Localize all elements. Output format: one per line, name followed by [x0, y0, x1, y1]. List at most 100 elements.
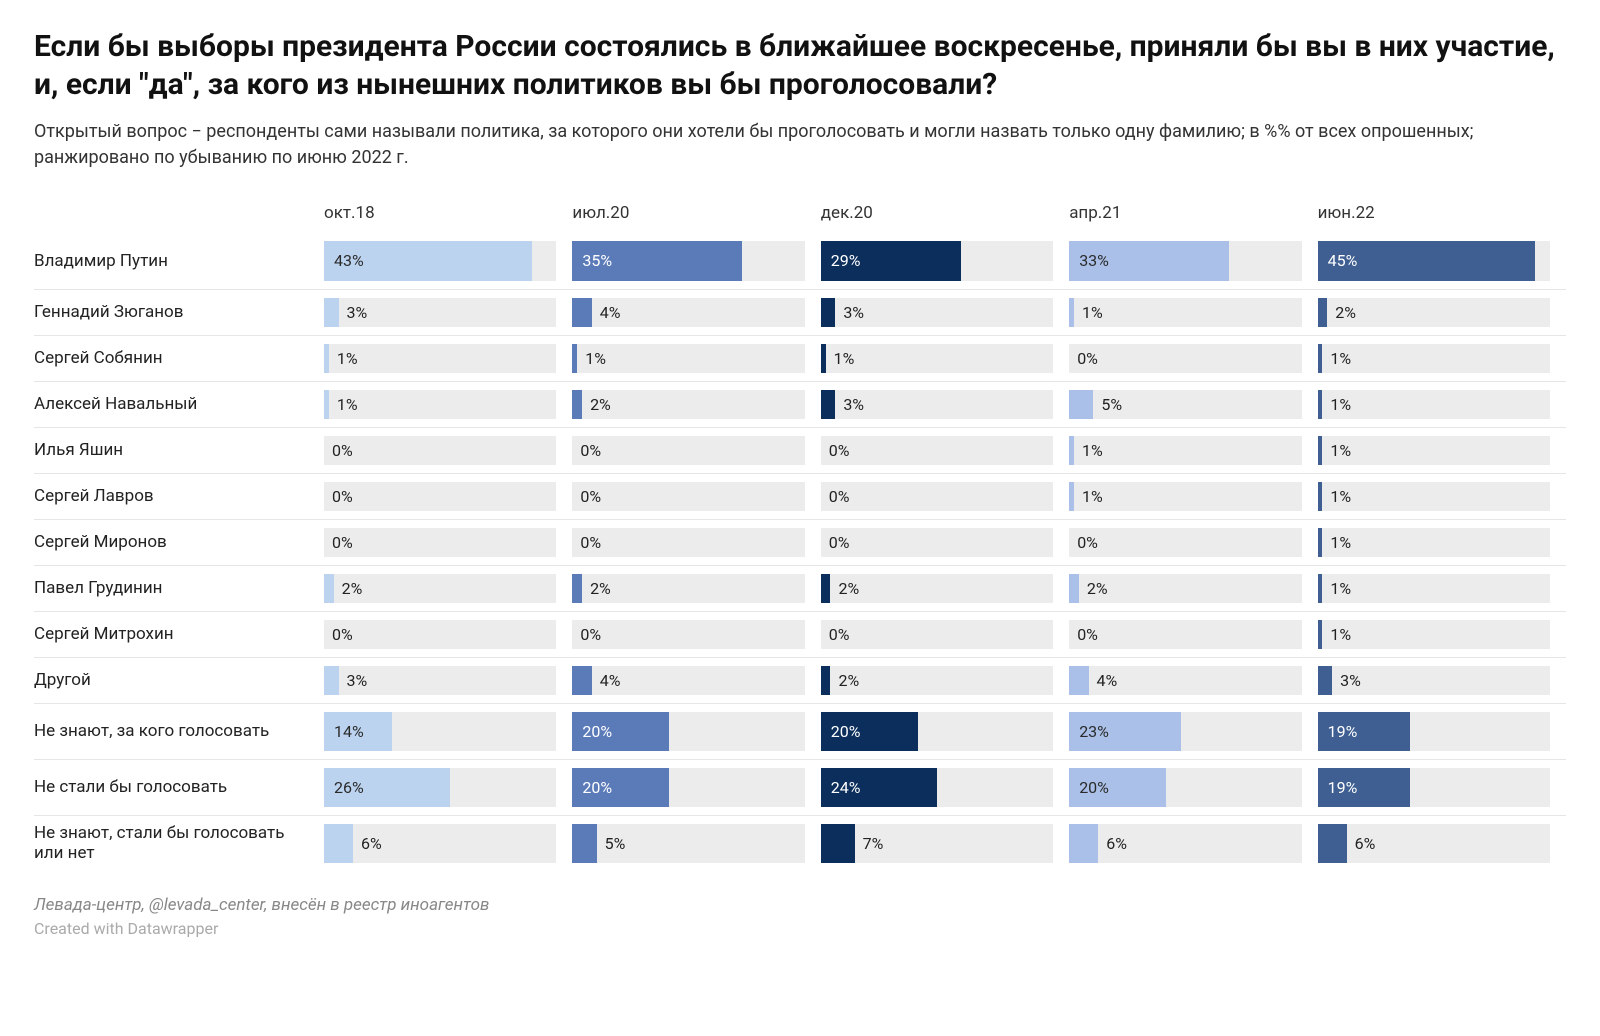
- bar-cell: 29%: [821, 233, 1069, 289]
- bar-track: 1%: [821, 344, 1053, 373]
- bar-fill: [1318, 528, 1323, 557]
- bar-value-label: 4%: [600, 303, 621, 322]
- bar-value-label: 3%: [347, 303, 368, 322]
- bar-value-label: 0%: [1077, 625, 1098, 644]
- bar-fill: [821, 666, 831, 695]
- bar-value-label: 2%: [838, 579, 859, 598]
- bar-value-label: 1%: [1330, 487, 1351, 506]
- bar-track: 19%: [1318, 712, 1550, 751]
- bar-track: 0%: [821, 620, 1053, 649]
- bar-fill: [324, 344, 329, 373]
- row-label: Не стали бы голосовать: [34, 759, 324, 815]
- bar-cell: 2%: [1069, 565, 1317, 611]
- bar-value-label: 45%: [1328, 251, 1358, 270]
- bar-track: 3%: [1318, 666, 1550, 695]
- bar-fill: [1069, 482, 1074, 511]
- bar-fill: [572, 574, 582, 603]
- bar-fill: [1318, 620, 1323, 649]
- column-header: июн.22: [1318, 197, 1566, 233]
- bar-track: 0%: [572, 528, 804, 557]
- bar-cell: 0%: [821, 473, 1069, 519]
- bar-value-label: 24%: [831, 778, 861, 797]
- bar-track: 1%: [1318, 344, 1550, 373]
- bar-track: 1%: [1318, 620, 1550, 649]
- bar-value-label: 1%: [585, 349, 606, 368]
- bar-cell: 3%: [324, 289, 572, 335]
- row-label: Другой: [34, 657, 324, 703]
- bar-track: 1%: [1069, 482, 1301, 511]
- row-label: Геннадий Зюганов: [34, 289, 324, 335]
- bar-cell: 1%: [572, 335, 820, 381]
- bar-track: 29%: [821, 241, 1053, 281]
- row-label: Сергей Собянин: [34, 335, 324, 381]
- bar-cell: 24%: [821, 759, 1069, 815]
- bar-fill: [572, 390, 582, 419]
- bar-track: 20%: [572, 768, 804, 807]
- bar-track: 1%: [1318, 574, 1550, 603]
- bar-fill: [572, 298, 591, 327]
- bar-track: 1%: [1318, 436, 1550, 465]
- bar-value-label: 1%: [1330, 349, 1351, 368]
- bar-value-label: 0%: [580, 533, 601, 552]
- bar-value-label: 1%: [1330, 625, 1351, 644]
- bar-cell: 6%: [324, 815, 572, 871]
- bar-value-label: 1%: [337, 395, 358, 414]
- bar-track: 33%: [1069, 241, 1301, 281]
- bar-cell: 26%: [324, 759, 572, 815]
- bar-track: 1%: [572, 344, 804, 373]
- bar-cell: 3%: [324, 657, 572, 703]
- column-header: июл.20: [572, 197, 820, 233]
- bar-cell: 4%: [1069, 657, 1317, 703]
- row-label: Алексей Навальный: [34, 381, 324, 427]
- bar-cell: 0%: [572, 473, 820, 519]
- bar-fill: [324, 574, 334, 603]
- bar-value-label: 6%: [361, 834, 382, 853]
- bar-cell: 3%: [821, 381, 1069, 427]
- bar-value-label: 3%: [843, 395, 864, 414]
- row-label: Илья Яшин: [34, 427, 324, 473]
- bar-cell: 2%: [572, 381, 820, 427]
- bar-cell: 5%: [572, 815, 820, 871]
- bar-fill: [324, 390, 329, 419]
- bar-track: 1%: [324, 390, 556, 419]
- bar-value-label: 1%: [1330, 533, 1351, 552]
- bar-cell: 0%: [324, 473, 572, 519]
- chart-grid: окт.18июл.20дек.20апр.21июн.22Владимир П…: [34, 197, 1566, 871]
- bar-cell: 0%: [821, 611, 1069, 657]
- bar-value-label: 4%: [600, 671, 621, 690]
- bar-cell: 1%: [1318, 473, 1566, 519]
- bar-value-label: 0%: [1077, 349, 1098, 368]
- bar-cell: 43%: [324, 233, 572, 289]
- bar-cell: 0%: [1069, 519, 1317, 565]
- bar-track: 6%: [324, 824, 556, 863]
- bar-cell: 35%: [572, 233, 820, 289]
- bar-track: 6%: [1069, 824, 1301, 863]
- bar-value-label: 0%: [332, 533, 353, 552]
- bar-track: 3%: [324, 298, 556, 327]
- bar-fill: [572, 666, 591, 695]
- bar-value-label: 0%: [829, 625, 850, 644]
- bar-fill: [1318, 824, 1347, 863]
- bar-value-label: 0%: [580, 625, 601, 644]
- bar-value-label: 23%: [1079, 722, 1109, 741]
- bar-cell: 4%: [572, 289, 820, 335]
- bar-fill: [1069, 298, 1074, 327]
- bar-value-label: 33%: [1079, 251, 1109, 270]
- bar-value-label: 0%: [332, 441, 353, 460]
- bar-track: 0%: [572, 620, 804, 649]
- row-label: Сергей Миронов: [34, 519, 324, 565]
- row-label: Сергей Митрохин: [34, 611, 324, 657]
- bar-track: 0%: [324, 620, 556, 649]
- bar-track: 26%: [324, 768, 556, 807]
- bar-cell: 1%: [324, 335, 572, 381]
- header-spacer: [34, 197, 324, 233]
- bar-cell: 19%: [1318, 703, 1566, 759]
- bar-cell: 0%: [324, 611, 572, 657]
- bar-track: 1%: [1318, 482, 1550, 511]
- bar-cell: 0%: [324, 519, 572, 565]
- bar-track: 2%: [572, 390, 804, 419]
- bar-fill: [572, 344, 577, 373]
- bar-value-label: 2%: [838, 671, 859, 690]
- bar-value-label: 6%: [1355, 834, 1376, 853]
- bar-cell: 1%: [1318, 565, 1566, 611]
